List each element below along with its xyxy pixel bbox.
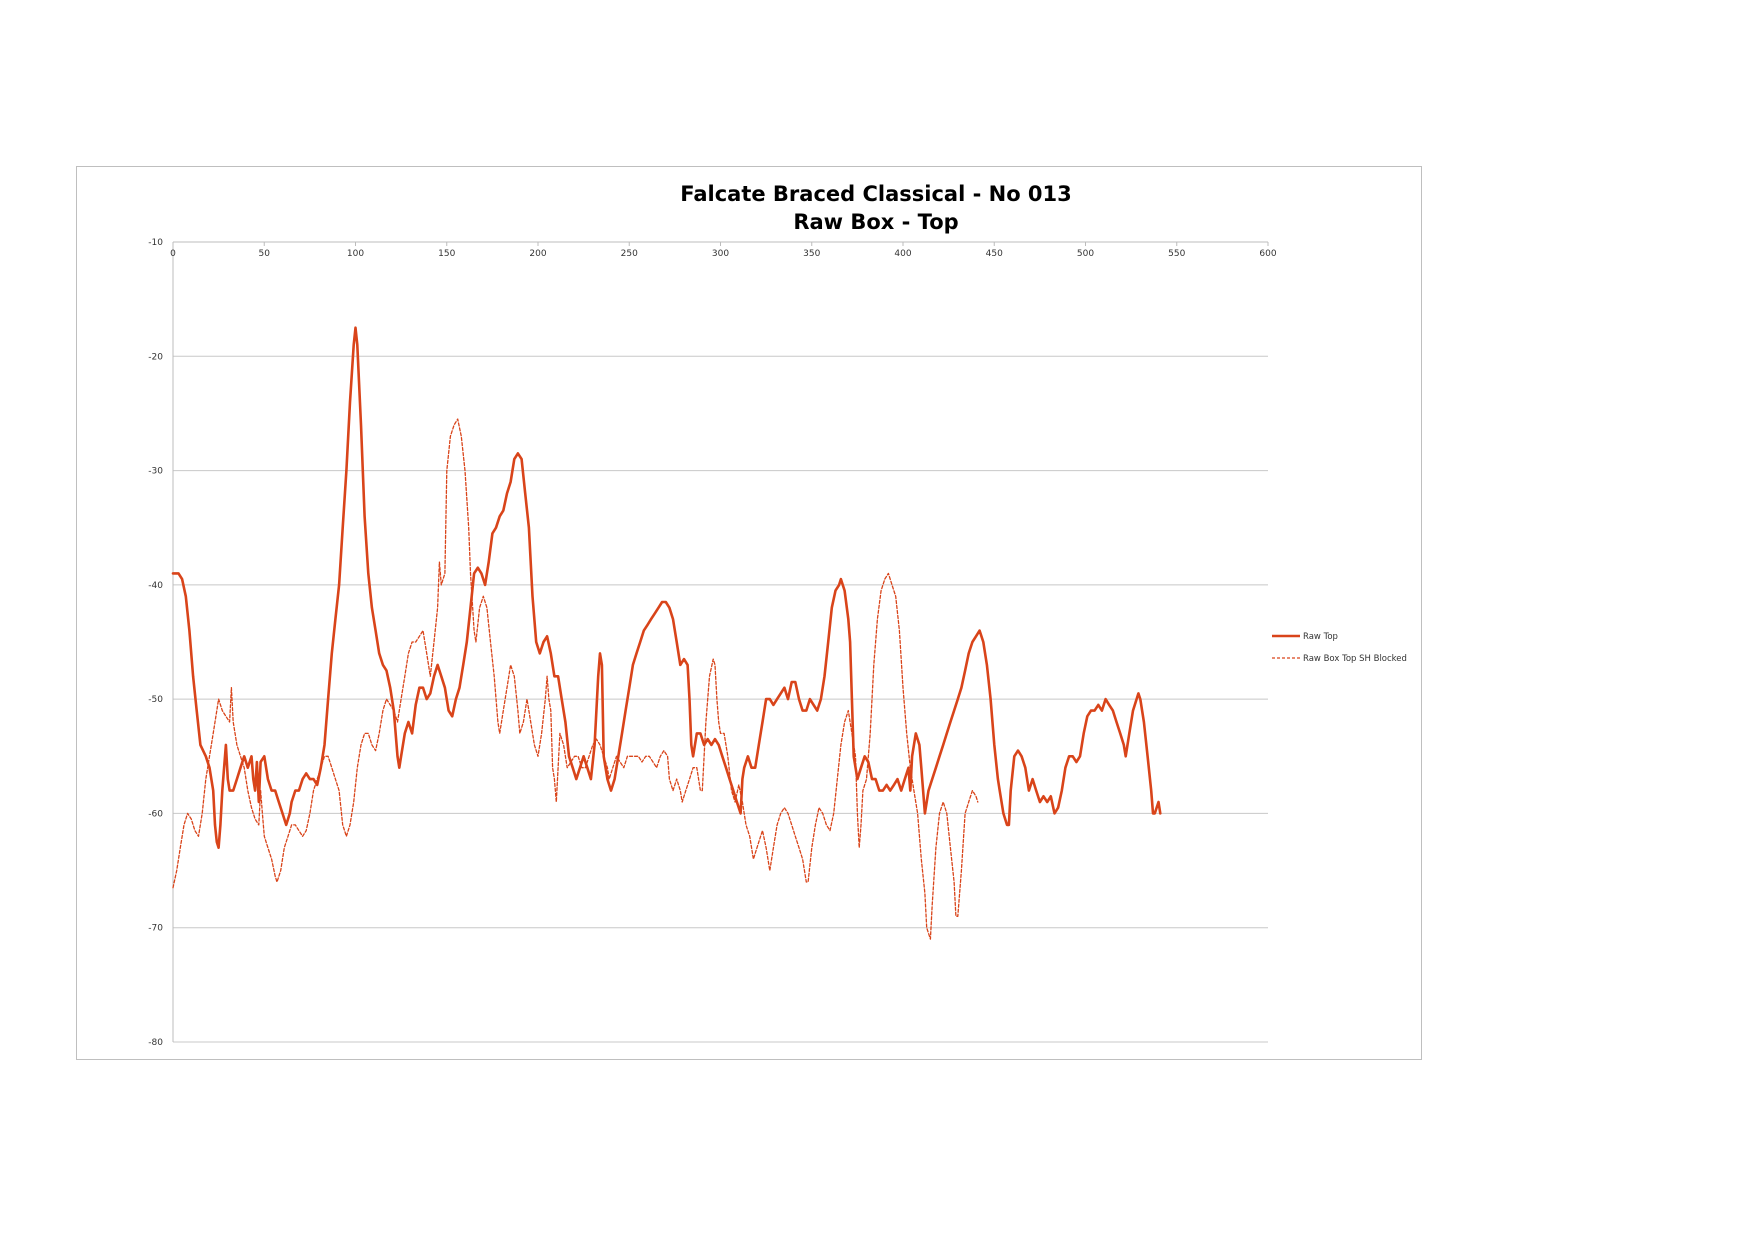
chart-frame: Falcate Braced Classical - No 013 Raw Bo…	[76, 166, 1422, 1060]
series-line-raw-top	[171, 326, 1162, 849]
legend-label: Raw Box Top SH Blocked	[1303, 654, 1407, 664]
x-tick-label: 0	[170, 249, 176, 259]
chart-svg: Falcate Braced Classical - No 013 Raw Bo…	[148, 182, 1407, 1048]
y-tick-label: -70	[148, 924, 163, 934]
x-tick-label: 250	[621, 249, 638, 259]
legend: Raw Top Raw Box Top SH Blocked	[1272, 632, 1407, 664]
x-tick-label: 550	[1168, 249, 1185, 259]
y-tick-label: -50	[148, 695, 163, 705]
y-tick-label: -60	[148, 809, 163, 819]
y-tick-label: -80	[148, 1038, 163, 1048]
series-line-raw-box-top-sh-blocked	[172, 418, 979, 940]
series-layer	[171, 326, 1162, 940]
y-tick-label: -10	[148, 238, 163, 248]
x-tick-label: 300	[712, 249, 729, 259]
x-tick-label: 150	[438, 249, 455, 259]
chart-title-group: Falcate Braced Classical - No 013 Raw Bo…	[680, 182, 1072, 234]
grid-layer	[173, 355, 1268, 1043]
x-tick-label: 400	[894, 249, 911, 259]
legend-label: Raw Top	[1303, 632, 1338, 642]
x-tick-label: 600	[1259, 249, 1276, 259]
y-tick-label: -40	[148, 581, 163, 591]
chart-title: Falcate Braced Classical - No 013	[680, 182, 1072, 206]
y-tick-label: -20	[148, 352, 163, 362]
chart-subtitle: Raw Box - Top	[793, 210, 958, 234]
x-tick-label: 500	[1077, 249, 1094, 259]
x-tick-label: 50	[259, 249, 271, 259]
x-tick-label: 350	[803, 249, 820, 259]
x-tick-label: 200	[529, 249, 546, 259]
y-tick-label: -30	[148, 467, 163, 477]
x-tick-label: 100	[347, 249, 364, 259]
axis-layer: -10 -20 -30 -40 -50 -60 -70 -80 0 50 100 150 200 250 3…	[148, 238, 1277, 1048]
x-tick-label: 450	[986, 249, 1003, 259]
